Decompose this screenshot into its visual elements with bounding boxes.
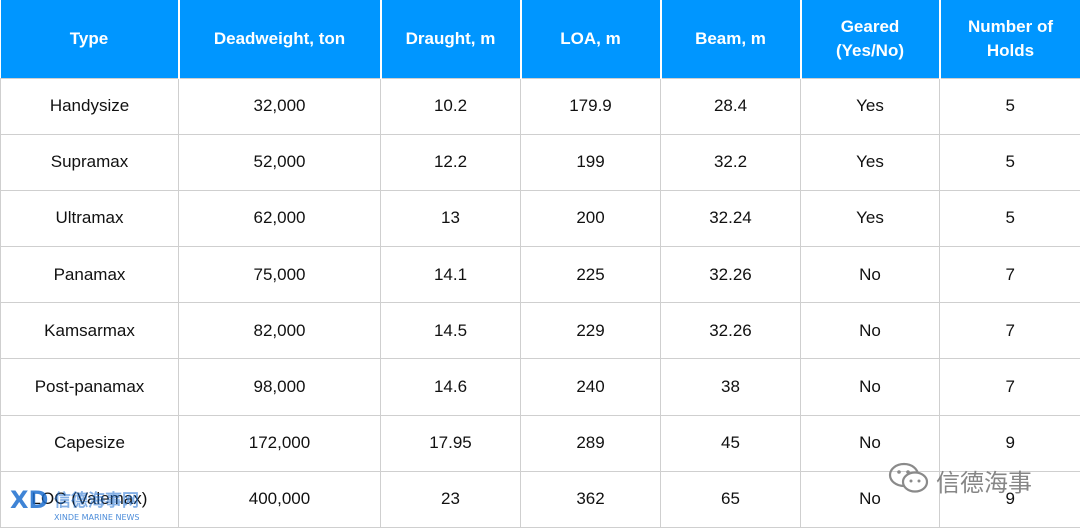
table-cell: 362 bbox=[521, 471, 661, 527]
table-cell: 65 bbox=[661, 471, 801, 527]
table-cell: 52,000 bbox=[179, 134, 381, 190]
table-cell: 5 bbox=[940, 190, 1080, 246]
table-cell: 14.6 bbox=[381, 359, 521, 415]
vessel-type-cell: Capesize bbox=[1, 415, 179, 471]
table-cell: 5 bbox=[940, 134, 1080, 190]
vessel-type-cell: Panamax bbox=[1, 247, 179, 303]
table-cell: 12.2 bbox=[381, 134, 521, 190]
table-cell: 32.24 bbox=[661, 190, 801, 246]
table-cell: 199 bbox=[521, 134, 661, 190]
svg-text:信德海事网: 信德海事网 bbox=[54, 490, 139, 511]
table-cell: 14.5 bbox=[381, 303, 521, 359]
table-cell: 229 bbox=[521, 303, 661, 359]
column-header-text: Type bbox=[7, 27, 172, 51]
svg-text:XINDE MARINE NEWS: XINDE MARINE NEWS bbox=[54, 513, 139, 522]
table-cell: 38 bbox=[661, 359, 801, 415]
table-cell: 225 bbox=[521, 247, 661, 303]
table-cell: 17.95 bbox=[381, 415, 521, 471]
table-cell: 23 bbox=[381, 471, 521, 527]
table-cell: 98,000 bbox=[179, 359, 381, 415]
table-cell: 13 bbox=[381, 190, 521, 246]
table-cell: 62,000 bbox=[179, 190, 381, 246]
vessel-type-cell: Post-panamax bbox=[1, 359, 179, 415]
column-header: Beam, m bbox=[661, 0, 801, 78]
column-header-text: Geared bbox=[808, 15, 933, 39]
table-cell: 28.4 bbox=[661, 78, 801, 134]
table-cell: 82,000 bbox=[179, 303, 381, 359]
svg-text:XD: XD bbox=[10, 486, 48, 514]
column-header-text: LOA, m bbox=[528, 27, 654, 51]
table-header-row: Type Deadweight, ton Draught, m LOA, m Beam,… bbox=[1, 0, 1080, 78]
table-cell: 289 bbox=[521, 415, 661, 471]
table-cell: 200 bbox=[521, 190, 661, 246]
wechat-icon bbox=[888, 461, 930, 500]
table-cell: No bbox=[801, 303, 940, 359]
table-cell: 172,000 bbox=[179, 415, 381, 471]
table-cell: 7 bbox=[940, 359, 1080, 415]
watermark-brand-text: 信德海事 bbox=[936, 463, 1032, 498]
table-cell: Yes bbox=[801, 134, 940, 190]
column-header-text: Draught, m bbox=[388, 27, 514, 51]
column-header: Draught, m bbox=[381, 0, 521, 78]
xinde-logo-watermark: XD 信德海事网 XINDE MARINE NEWS bbox=[8, 484, 188, 524]
column-header-text: Number of bbox=[947, 15, 1075, 39]
column-header: Type bbox=[1, 0, 179, 78]
table-cell: 179.9 bbox=[521, 78, 661, 134]
table-cell: 75,000 bbox=[179, 247, 381, 303]
column-header: Deadweight, ton bbox=[179, 0, 381, 78]
vessel-type-cell: Ultramax bbox=[1, 190, 179, 246]
table-cell: 32,000 bbox=[179, 78, 381, 134]
column-header-text: Holds bbox=[947, 39, 1075, 63]
wechat-watermark: 信德海事 bbox=[888, 460, 1074, 500]
column-header: LOA, m bbox=[521, 0, 661, 78]
vessel-type-cell: Handysize bbox=[1, 78, 179, 134]
table-cell: No bbox=[801, 359, 940, 415]
table-cell: 32.26 bbox=[661, 247, 801, 303]
table-cell: Yes bbox=[801, 78, 940, 134]
vessel-type-cell: Supramax bbox=[1, 134, 179, 190]
table-cell: 240 bbox=[521, 359, 661, 415]
table-cell: Yes bbox=[801, 190, 940, 246]
vessel-type-cell: Kamsarmax bbox=[1, 303, 179, 359]
table-cell: 45 bbox=[661, 415, 801, 471]
column-header-text: Beam, m bbox=[668, 27, 794, 51]
table-cell: No bbox=[801, 247, 940, 303]
table-cell: 5 bbox=[940, 78, 1080, 134]
column-header: Geared(Yes/No) bbox=[801, 0, 940, 78]
table-cell: 32.2 bbox=[661, 134, 801, 190]
table-cell: 400,000 bbox=[179, 471, 381, 527]
column-header-text: (Yes/No) bbox=[808, 39, 933, 63]
table-cell: 32.26 bbox=[661, 303, 801, 359]
table-cell: 7 bbox=[940, 303, 1080, 359]
table-cell: 14.1 bbox=[381, 247, 521, 303]
column-header-text: Deadweight, ton bbox=[186, 27, 374, 51]
table-cell: 10.2 bbox=[381, 78, 521, 134]
table-cell: 7 bbox=[940, 247, 1080, 303]
